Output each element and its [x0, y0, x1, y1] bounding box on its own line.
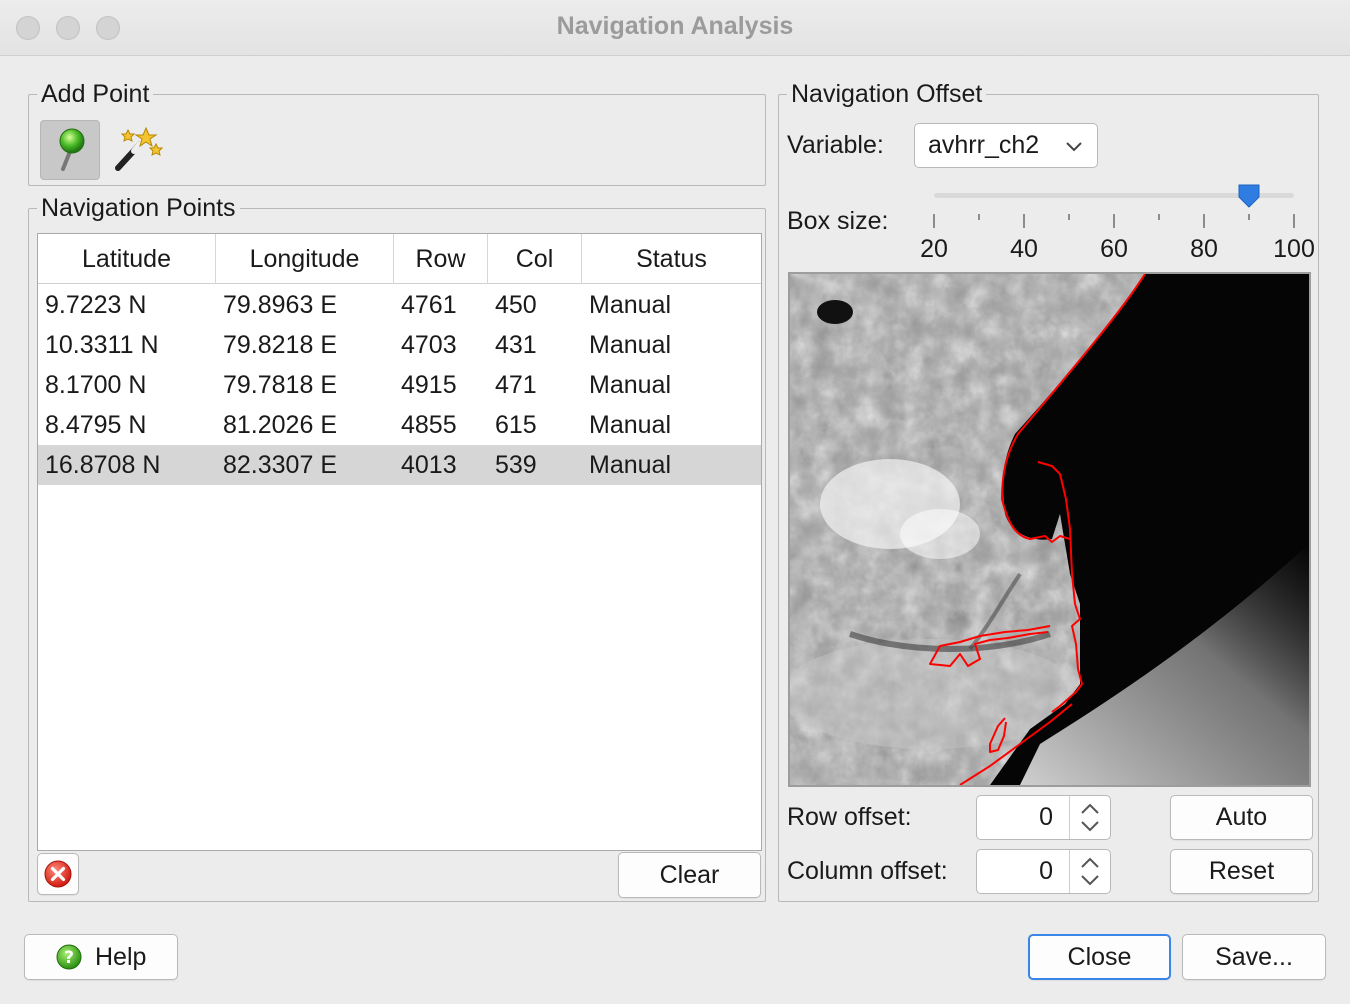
cell-col: 615: [495, 411, 537, 439]
tick-label: 80: [1190, 235, 1218, 263]
navigation-points-table[interactable]: Latitude Longitude Row Col Status 9.7223…: [37, 233, 762, 851]
cell-status: Manual: [589, 331, 671, 359]
cell-row: 4855: [401, 411, 457, 439]
cell-row: 4915: [401, 371, 457, 399]
column-offset-label: Column offset:: [787, 857, 948, 885]
table-row[interactable]: 8.1700 N 79.7818 E 4915 471 Manual: [38, 365, 761, 405]
table-row[interactable]: 10.3311 N 79.8218 E 4703 431 Manual: [38, 325, 761, 365]
slider-tick: [978, 214, 980, 220]
column-offset-spinbox[interactable]: 0: [976, 849, 1111, 894]
cell-longitude: 79.7818 E: [223, 371, 337, 399]
slider-tick: [1203, 214, 1205, 228]
reset-button[interactable]: Reset: [1170, 849, 1313, 894]
cell-longitude: 79.8963 E: [223, 291, 337, 319]
map-pin-icon: [59, 128, 85, 171]
cell-status: Manual: [589, 451, 671, 479]
zoom-window-button[interactable]: [96, 16, 120, 40]
delete-point-button[interactable]: [37, 853, 79, 895]
navigation-image-preview[interactable]: [788, 272, 1311, 787]
cell-latitude: 8.1700 N: [45, 371, 147, 399]
cell-col: 431: [495, 331, 537, 359]
tick-label: 100: [1273, 235, 1315, 263]
navigation-offset-group: Navigation Offset: [778, 80, 1319, 902]
cell-row: 4703: [401, 331, 457, 359]
variable-value: avhrr_ch2: [928, 131, 1040, 159]
cell-latitude: 10.3311 N: [45, 331, 159, 359]
column-header-latitude[interactable]: Latitude: [38, 234, 216, 284]
row-offset-spinbox[interactable]: 0: [976, 795, 1111, 840]
stepper-arrows-icon: [1081, 803, 1099, 832]
tick-label: 40: [1010, 235, 1038, 263]
cell-col: 450: [495, 291, 537, 319]
table-row[interactable]: 9.7223 N 79.8963 E 4761 450 Manual: [38, 285, 761, 325]
satellite-image: [790, 274, 1309, 785]
variable-label: Variable:: [787, 131, 884, 159]
column-offset-stepper[interactable]: [1069, 850, 1110, 893]
add-point-group: Add Point: [28, 80, 766, 186]
window-title: Navigation Analysis: [556, 12, 794, 40]
column-header-col[interactable]: Col: [488, 234, 582, 284]
cell-longitude: 82.3307 E: [223, 451, 337, 479]
cell-status: Manual: [589, 291, 671, 319]
cell-longitude: 81.2026 E: [223, 411, 337, 439]
stepper-arrows-icon: [1081, 857, 1099, 886]
title-bar: Navigation Analysis: [0, 0, 1350, 56]
column-header-longitude[interactable]: Longitude: [216, 234, 394, 284]
slider-tick: [933, 214, 935, 228]
slider-tick: [1113, 214, 1115, 228]
chevron-down-icon: [1066, 142, 1082, 152]
minimize-window-button[interactable]: [56, 16, 80, 40]
cell-col: 539: [495, 451, 537, 479]
slider-tick: [1068, 214, 1070, 220]
cell-row: 4013: [401, 451, 457, 479]
navigation-points-legend: Navigation Points: [37, 194, 240, 222]
slider-tick: [1293, 214, 1295, 228]
clear-button[interactable]: Clear: [618, 852, 761, 898]
table-header: Latitude Longitude Row Col Status: [38, 234, 761, 284]
cell-longitude: 79.8218 E: [223, 331, 337, 359]
column-header-status[interactable]: Status: [636, 245, 707, 273]
svg-text:?: ?: [64, 948, 74, 968]
cell-latitude: 16.8708 N: [45, 451, 161, 479]
magic-wand-icon: [115, 126, 164, 171]
tick-label: 20: [920, 235, 948, 263]
close-button[interactable]: Close: [1028, 934, 1171, 980]
column-header-row[interactable]: Row: [394, 234, 488, 284]
navigation-offset-legend: Navigation Offset: [787, 80, 987, 108]
cell-status: Manual: [589, 411, 671, 439]
variable-select[interactable]: avhrr_ch2: [914, 123, 1098, 168]
auto-button[interactable]: Auto: [1170, 795, 1313, 840]
slider-tick: [1158, 214, 1160, 220]
box-size-slider-track[interactable]: [934, 193, 1294, 198]
table-row[interactable]: 8.4795 N 81.2026 E 4855 615 Manual: [38, 405, 761, 445]
box-size-slider-thumb[interactable]: [1237, 183, 1261, 209]
table-row-selected[interactable]: 16.8708 N 82.3307 E 4013 539 Manual: [38, 445, 761, 485]
help-button[interactable]: ? Help: [24, 934, 178, 980]
cell-col: 471: [495, 371, 537, 399]
tick-label: 60: [1100, 235, 1128, 263]
cell-latitude: 8.4795 N: [45, 411, 147, 439]
help-label: Help: [95, 943, 147, 971]
cell-status: Manual: [589, 371, 671, 399]
slider-tick: [1023, 214, 1025, 228]
row-offset-value: 0: [1039, 803, 1053, 831]
row-offset-label: Row offset:: [787, 803, 912, 831]
save-button[interactable]: Save...: [1182, 934, 1326, 980]
cell-row: 4761: [401, 291, 457, 319]
add-point-manual-button[interactable]: [40, 120, 100, 180]
help-icon: ?: [56, 944, 82, 970]
add-point-auto-button[interactable]: [106, 120, 166, 180]
column-offset-value: 0: [1039, 857, 1053, 885]
box-size-label: Box size:: [787, 207, 889, 235]
delete-icon: [44, 860, 72, 888]
cell-latitude: 9.7223 N: [45, 291, 147, 319]
navigation-points-group: Navigation Points: [28, 194, 766, 902]
slider-tick: [1248, 214, 1250, 220]
row-offset-stepper[interactable]: [1069, 796, 1110, 839]
close-window-button[interactable]: [16, 16, 40, 40]
add-point-legend: Add Point: [37, 80, 154, 108]
